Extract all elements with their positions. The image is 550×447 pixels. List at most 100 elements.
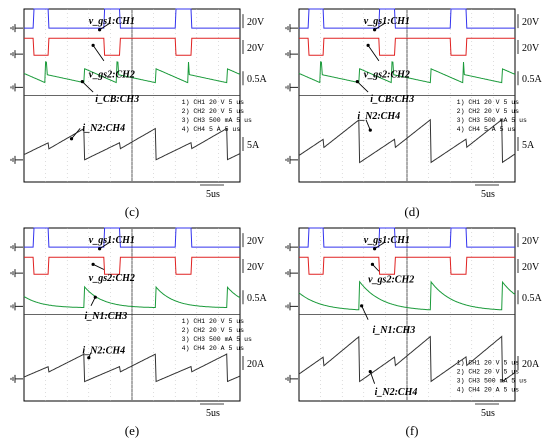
- trace-ch3: [298, 61, 516, 84]
- trace-ch4: [298, 335, 516, 383]
- channel-setting: 2) CH2 20 V 5 us: [457, 108, 520, 115]
- annotation-arrow: [90, 296, 96, 307]
- annotation-arrowhead: [368, 369, 372, 374]
- annotation-arrow: [99, 22, 111, 31]
- annotation-arrow: [367, 45, 380, 62]
- ground-marker-ch4: [285, 374, 298, 383]
- scale-label: 0.5A: [247, 293, 268, 304]
- scale-label: 20V: [522, 43, 540, 54]
- annotation-arrowhead: [98, 247, 102, 251]
- annotation-arrow: [92, 263, 105, 270]
- channel-setting: 1) CH1 20 V 5 us: [457, 360, 520, 367]
- time-scale-label: 5us: [206, 408, 220, 419]
- scope-panel: 20V 20V 0.5A 20A 5us v_gs1:CH1 v_gs2:CH2 i_N1:C…: [10, 227, 268, 438]
- scale-label: 20V: [522, 17, 540, 28]
- panel-caption: (e): [125, 423, 139, 438]
- trace-ch1: [24, 227, 240, 248]
- ground-marker-ch4: [285, 155, 298, 164]
- annotation-arrow: [92, 45, 105, 62]
- scope-panel: 20V 20V 0.5A 5A 5us v_gs1:CH1 v_gs2:CH2 i_CB:CH…: [285, 8, 543, 219]
- channel-setting: 1) CH1 20 V 5 us: [457, 99, 520, 106]
- annotation-arrowhead: [368, 128, 372, 132]
- scale-label: 20V: [247, 17, 265, 28]
- channel-setting: 4) CH4 5 A 5 us: [182, 126, 241, 133]
- annotation-arrowhead: [98, 28, 102, 32]
- annotation-arrow: [99, 241, 111, 250]
- panel-caption: (c): [125, 204, 139, 219]
- annotation-arrow: [357, 81, 369, 93]
- ground-marker-ch4: [10, 155, 23, 164]
- trace-ch2: [299, 256, 515, 275]
- channel-setting: 1) CH1 20 V 5 us: [182, 99, 245, 106]
- ground-marker-ch1: [285, 24, 298, 33]
- time-scale-label: 5us: [481, 408, 495, 419]
- scale-label: 20A: [522, 359, 540, 370]
- channel-setting: 2) CH2 20 V 5 us: [182, 327, 245, 334]
- ground-marker-ch3: [10, 83, 23, 92]
- ground-marker-ch2: [285, 50, 298, 59]
- ground-marker-ch1: [10, 243, 23, 252]
- annotation-arrow: [71, 128, 81, 140]
- channel-setting: 4) CH4 20 A 5 us: [457, 387, 520, 394]
- scale-label: 20V: [247, 43, 265, 54]
- trace-ch1: [299, 8, 515, 29]
- scale-label: 20V: [522, 262, 540, 273]
- ground-marker-ch1: [285, 243, 298, 252]
- channel-setting: 3) CH3 500 mA 5 us: [182, 336, 252, 343]
- ground-marker-ch2: [10, 269, 23, 278]
- scope-panel: 20V 20V 0.5A 5A 5us v_gs1:CH1 v_gs2:CH2 i_CB:CH…: [10, 8, 268, 219]
- scale-label: 5A: [522, 140, 535, 151]
- trace-ch3: [23, 285, 241, 308]
- trace-ch4: [23, 353, 241, 383]
- channel-setting: 3) CH3 500 mA 5 us: [182, 117, 252, 124]
- ground-marker-ch1: [10, 24, 23, 33]
- annotation-arrow: [369, 371, 376, 384]
- annotation-arrowhead: [91, 262, 95, 266]
- channel-annotation: i_N2:CH4: [375, 387, 418, 398]
- scale-label: 20A: [247, 359, 265, 370]
- scale-label: 20V: [522, 236, 540, 247]
- panel-caption: (f): [406, 423, 419, 438]
- annotation-arrowhead: [80, 80, 84, 84]
- trace-ch3: [23, 61, 241, 84]
- annotation-arrow: [374, 241, 386, 250]
- scale-label: 20V: [247, 236, 265, 247]
- ground-marker-ch2: [285, 269, 298, 278]
- channel-setting: 1) CH1 20 V 5 us: [182, 318, 245, 325]
- channel-setting: 4) CH4 20 A 5 us: [182, 345, 245, 352]
- channel-annotation: i_N2:CH4: [82, 346, 125, 357]
- ground-marker-ch3: [285, 302, 298, 311]
- channel-annotation: v_gs2:CH2: [89, 70, 135, 81]
- channel-annotation: i_N1:CH3: [372, 325, 415, 336]
- trace-ch1: [24, 8, 240, 29]
- annotation-arrow: [365, 119, 371, 131]
- trace-ch2: [299, 37, 515, 56]
- channel-annotation: v_gs2:CH2: [368, 275, 414, 286]
- channel-annotation: i_N2:CH4: [82, 123, 125, 134]
- time-scale-label: 5us: [481, 189, 495, 200]
- channel-setting: 2) CH2 20 V 5 us: [457, 369, 520, 376]
- channel-setting: 3) CH3 500 mA 5 us: [457, 117, 527, 124]
- trace-ch4: [23, 127, 241, 161]
- scale-label: 0.5A: [522, 293, 543, 304]
- annotation-arrowhead: [93, 295, 97, 299]
- channel-annotation: v_gs2:CH2: [89, 273, 135, 284]
- annotation-arrowhead: [370, 262, 375, 266]
- time-scale-label: 5us: [206, 189, 220, 200]
- trace-ch2: [24, 37, 240, 56]
- channel-annotation: v_gs2:CH2: [364, 70, 410, 81]
- channel-setting: 4) CH4 5 A 5 us: [457, 126, 516, 133]
- channel-annotation: i_CB:CH3: [95, 94, 139, 105]
- trace-ch4: [298, 118, 516, 164]
- scale-label: 20V: [247, 262, 265, 273]
- trace-ch2: [24, 256, 240, 275]
- scale-label: 0.5A: [247, 74, 268, 85]
- channel-annotation: i_CB:CH3: [370, 94, 414, 105]
- annotation-arrowhead: [373, 247, 377, 251]
- panel-caption: (d): [404, 204, 419, 219]
- annotation-arrow: [82, 81, 94, 93]
- channel-annotation: i_N2:CH4: [357, 111, 400, 122]
- channel-annotation: v_gs1:CH1: [89, 235, 135, 246]
- channel-annotation: v_gs1:CH1: [89, 16, 135, 27]
